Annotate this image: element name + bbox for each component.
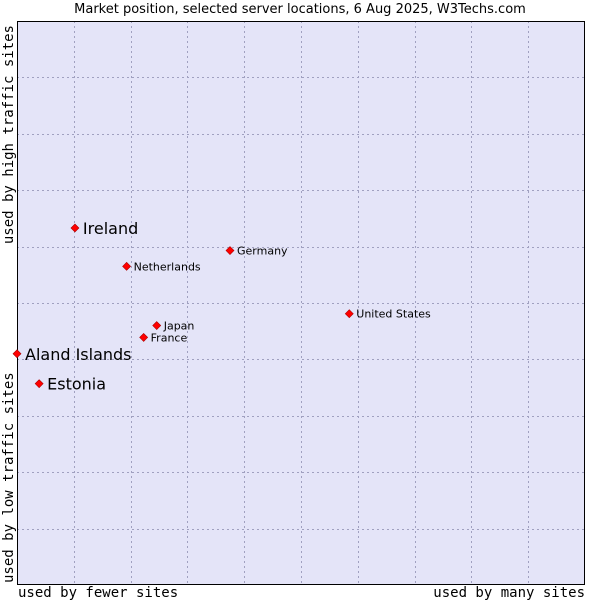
x-axis-label-right: used by many sites [433, 585, 585, 600]
y-axis-label-bottom: used by low traffic sites [1, 372, 17, 583]
data-point-ireland: Ireland [70, 219, 138, 238]
point-label-netherlands: Netherlands [134, 260, 201, 273]
marker-ireland [70, 223, 80, 233]
data-point-united-states: United States [344, 308, 431, 321]
data-point-germany: Germany [225, 245, 288, 258]
data-point-france: France [139, 331, 188, 344]
marker-united-states [344, 309, 354, 319]
point-label-germany: Germany [237, 245, 288, 258]
marker-france [139, 332, 149, 342]
grid-lines [17, 21, 585, 585]
y-axis-label-top: used by high traffic sites [1, 25, 17, 244]
point-label-aland-islands: Aland Islands [25, 345, 132, 364]
x-axis-label-left: used by fewer sites [18, 585, 178, 600]
point-label-ireland: Ireland [83, 219, 138, 238]
marker-japan [152, 321, 162, 330]
data-point-estonia: Estonia [34, 375, 106, 394]
marker-netherlands [122, 261, 132, 271]
data-point-japan: Japan [152, 320, 195, 333]
point-label-japan: Japan [163, 320, 195, 333]
point-label-estonia: Estonia [47, 375, 106, 394]
marker-aland-islands [12, 349, 22, 359]
data-point-netherlands: Netherlands [122, 260, 201, 273]
data-points: Ireland Germany Netherlands United States Ja… [12, 219, 431, 394]
point-label-france: France [151, 331, 188, 344]
point-label-united-states: United States [356, 308, 431, 321]
data-point-aland-islands: Aland Islands [12, 345, 132, 364]
chart-title: Market position, selected server locatio… [74, 2, 526, 17]
marker-estonia [34, 379, 44, 389]
plot-frame [17, 21, 585, 585]
marker-germany [225, 246, 235, 255]
